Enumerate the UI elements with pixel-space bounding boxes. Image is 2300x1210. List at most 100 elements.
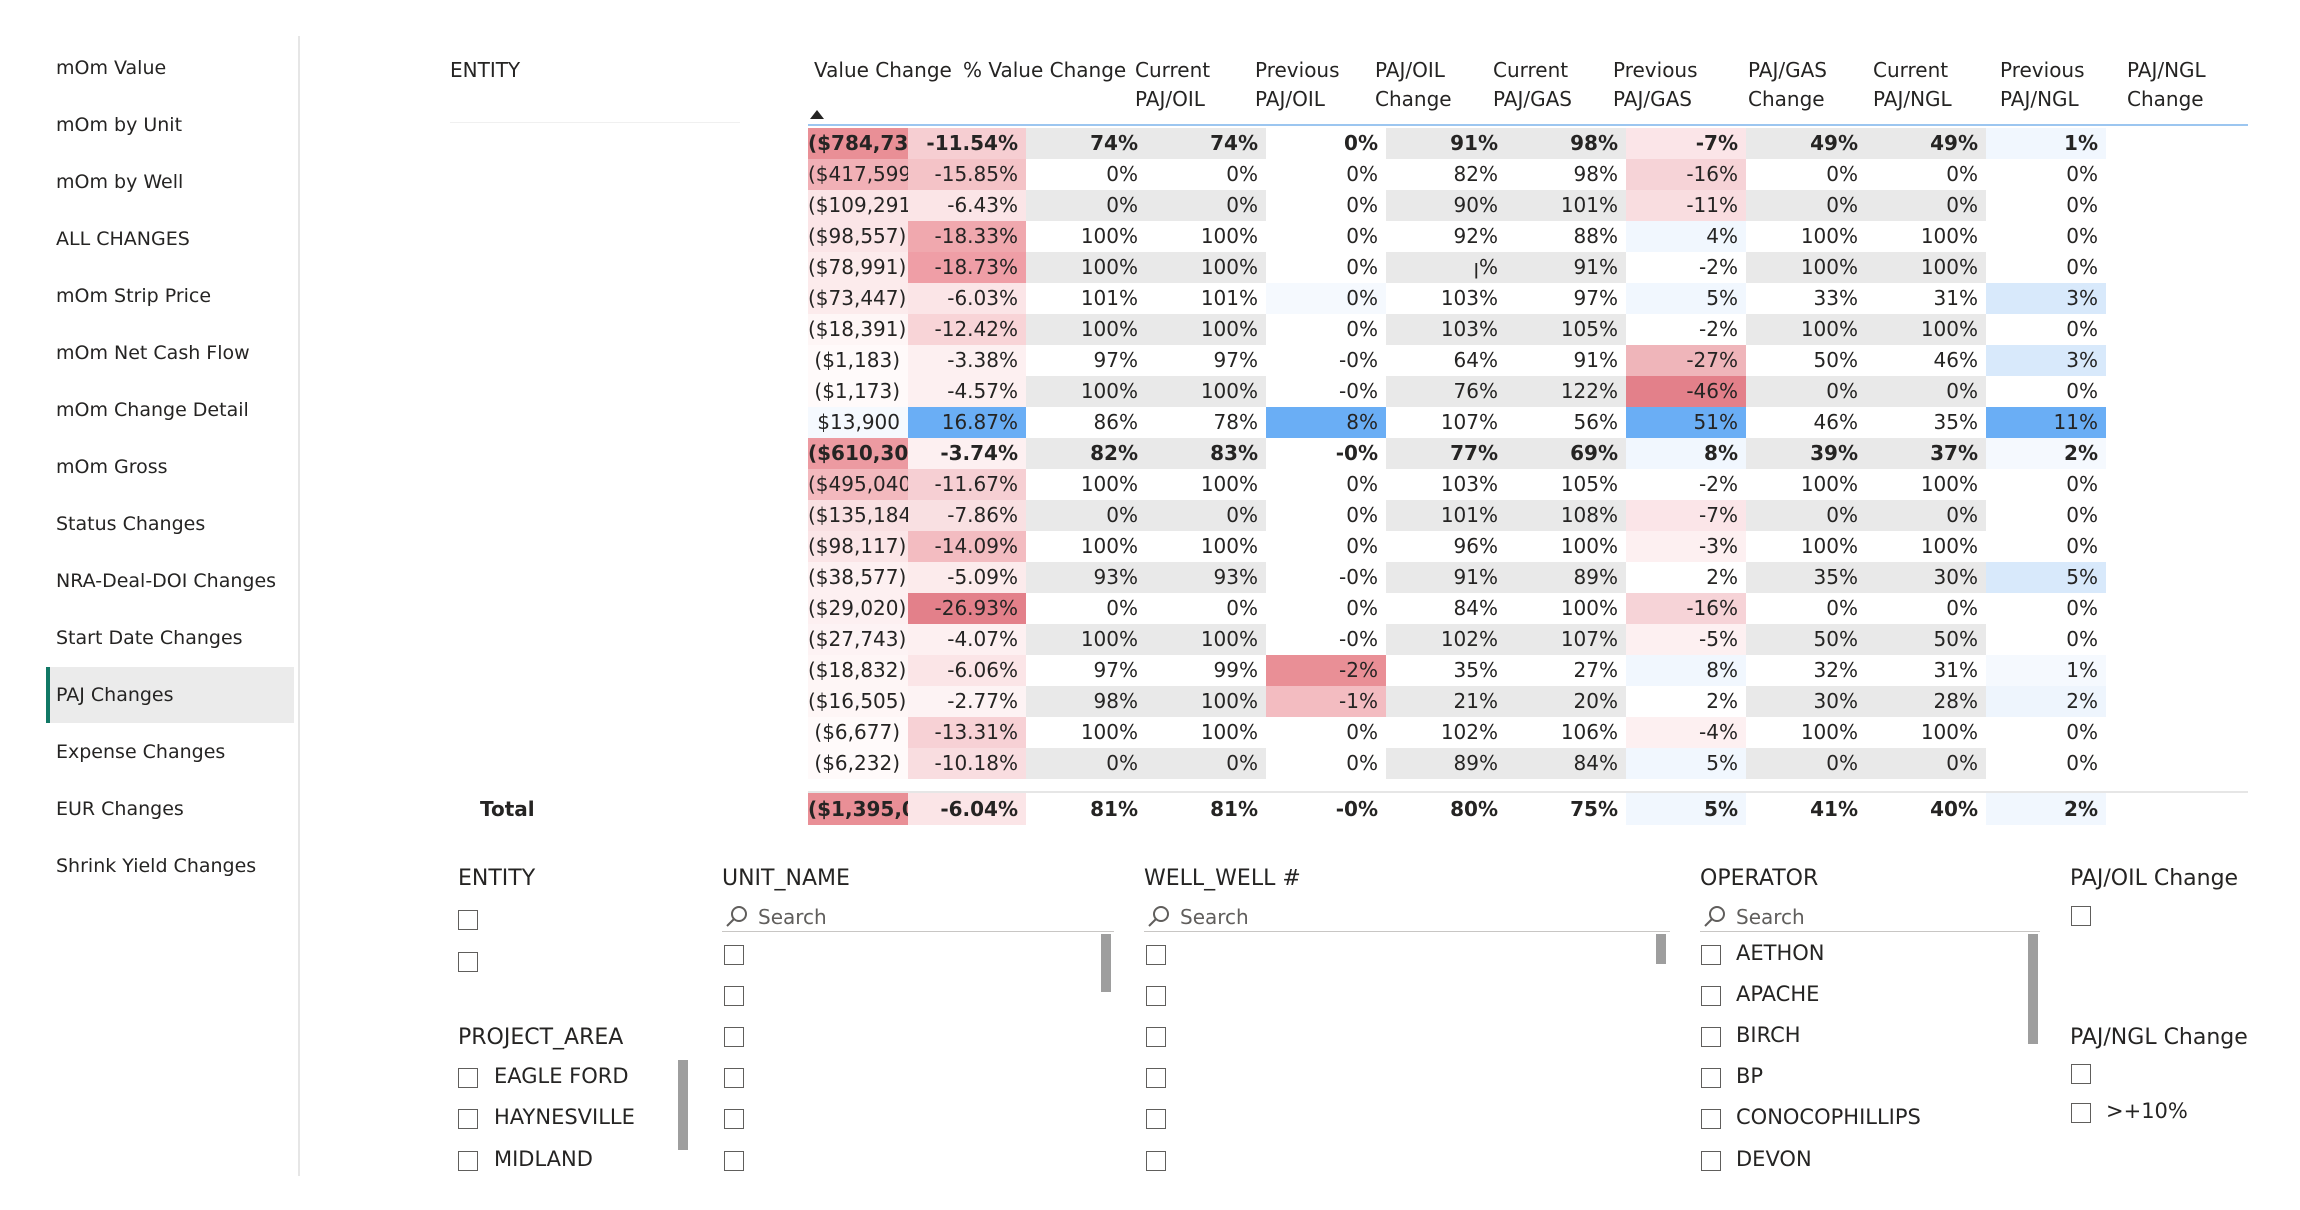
apache-checkbox[interactable] xyxy=(1701,986,1721,1006)
matrix-row[interactable]: ($6,232) -10.18% 0% 0% 0% 89% 84% 5% 0% 0% 0% xyxy=(808,748,2248,779)
column-header-previous-paj-oil[interactable]: Previous PAJ/OIL xyxy=(1255,58,1340,111)
well-option-checkbox[interactable] xyxy=(1146,1068,1166,1088)
column-header-value-change[interactable]: Value Change xyxy=(814,58,952,82)
matrix-row[interactable]: ($98,557) -18.33% 100% 100% 0% 92% 88% 4% 100% 10… xyxy=(808,221,2248,252)
nav-item-start-date-changes[interactable]: Start Date Changes xyxy=(56,627,243,649)
column-header-current-paj-gas[interactable]: Current PAJ/GAS xyxy=(1493,58,1572,111)
cell-previous-paj-ngl: 100% xyxy=(1866,252,1986,283)
eagle-ford-checkbox[interactable] xyxy=(458,1068,478,1088)
matrix-group-row[interactable]: ($610,307)-3.74%82%83%-0%77%69%8%39%37%2… xyxy=(808,438,2248,469)
unit-name-option-checkbox[interactable] xyxy=(724,986,744,1006)
matrix-row[interactable]: ($78,991) -18.73% 100% 100% 0% ꞁ% 91% -2% 100% 10… xyxy=(808,252,2248,283)
column-header-paj-ngl-change[interactable]: PAJ/NGL Change xyxy=(2127,58,2206,111)
nav-item-mom-gross[interactable]: mOm Gross xyxy=(56,456,168,478)
devon-checkbox[interactable] xyxy=(1701,1151,1721,1171)
paj-ngl-gt-10-checkbox[interactable] xyxy=(2071,1103,2091,1123)
aethon-checkbox[interactable] xyxy=(1701,945,1721,965)
cell-paj-oil-change: 0% xyxy=(1266,314,1386,345)
matrix-row[interactable]: ($18,391) -12.42% 100% 100% 0% 103% 105% -2% 100… xyxy=(808,314,2248,345)
matrix-row[interactable]: ($18,832) -6.06% 97% 99% -2% 35% 27% 8% 32% 31% 1% xyxy=(808,655,2248,686)
matrix-row[interactable]: ($27,743) -4.07% 100% 100% -0% 102% 107% -5% 50%… xyxy=(808,624,2248,655)
column-header-current-paj-oil[interactable]: Current PAJ/OIL xyxy=(1135,58,1211,111)
matrix-row[interactable]: ($73,447) -6.03% 101% 101% 0% 103% 97% 5% 33% 31%… xyxy=(808,283,2248,314)
cell-current-paj-ngl: 50% xyxy=(1746,345,1866,376)
matrix-row[interactable]: ($135,184) -7.86% 0% 0% 0% 101% 108% -7% 0% 0% 0% xyxy=(808,500,2248,531)
column-header-entity[interactable]: ENTITY xyxy=(450,58,521,82)
well-option-checkbox[interactable] xyxy=(1146,1027,1166,1047)
cell-pct-value-change: -26.93% xyxy=(908,593,1026,624)
unit-name-option-checkbox[interactable] xyxy=(724,1151,744,1171)
nav-item-mom-by-unit[interactable]: mOm by Unit xyxy=(56,114,183,136)
well-option-checkbox[interactable] xyxy=(1146,1109,1166,1129)
cell-paj-gas-change: -5% xyxy=(1626,624,1746,655)
midland-label[interactable]: MIDLAND xyxy=(494,1147,593,1171)
nav-item-all-changes[interactable]: ALL CHANGES xyxy=(56,228,190,250)
matrix-row[interactable]: ($417,599) -15.85% 0% 0% 0% 82% 98% -16% 0% 0% 0% xyxy=(808,159,2248,190)
unit-name-option-checkbox[interactable] xyxy=(724,1027,744,1047)
entity-option-checkbox[interactable] xyxy=(458,952,478,972)
well-option-checkbox[interactable] xyxy=(1146,945,1166,965)
unit-name-search-input[interactable]: Search xyxy=(722,902,1114,932)
well-option-checkbox[interactable] xyxy=(1146,986,1166,1006)
apache-label[interactable]: APACHE xyxy=(1736,982,1820,1006)
unit-name-option-checkbox[interactable] xyxy=(724,945,744,965)
paj-oil-change-option-checkbox[interactable] xyxy=(2071,906,2091,926)
nav-item-expense-changes[interactable]: Expense Changes xyxy=(56,741,226,763)
matrix-row[interactable]: ($1,173) -4.57% 100% 100% -0% 76% 122% -46% 0% 0%… xyxy=(808,376,2248,407)
unit-name-scrollbar[interactable] xyxy=(1101,934,1111,992)
column-header-paj-gas-change[interactable]: PAJ/GAS Change xyxy=(1748,58,1827,111)
matrix-row[interactable]: ($16,505) -2.77% 98% 100% -1% 21% 20% 2% 30% 28% 2… xyxy=(808,686,2248,717)
operator-scrollbar[interactable] xyxy=(2028,934,2038,1044)
cell-previous-paj-oil: 0% xyxy=(1146,190,1266,221)
nav-item-mom-strip-price[interactable]: mOm Strip Price xyxy=(56,285,212,307)
matrix-row[interactable]: ($29,020) -26.93% 0% 0% 0% 84% 100% -16% 0% 0% 0% xyxy=(808,593,2248,624)
matrix-row[interactable]: ($1,183) -3.38% 97% 97% -0% 64% 91% -27% 50% 46% 3… xyxy=(808,345,2248,376)
aethon-label[interactable]: AETHON xyxy=(1736,941,1825,965)
birch-checkbox[interactable] xyxy=(1701,1027,1721,1047)
matrix-row[interactable]: ($6,677) -13.31% 100% 100% 0% 102% 106% -4% 100%… xyxy=(808,717,2248,748)
well-search-input[interactable]: Search xyxy=(1144,902,1670,932)
nav-item-paj-changes[interactable]: PAJ Changes xyxy=(46,667,294,723)
midland-checkbox[interactable] xyxy=(458,1151,478,1171)
column-header-paj-oil-change[interactable]: PAJ/OIL Change xyxy=(1375,58,1452,111)
nav-item-mom-net-cash-flow[interactable]: mOm Net Cash Flow xyxy=(56,342,250,364)
sort-ascending-icon[interactable] xyxy=(810,110,824,119)
column-header-previous-paj-ngl[interactable]: Previous PAJ/NGL xyxy=(2000,58,2085,111)
bp-label[interactable]: BP xyxy=(1736,1064,1764,1088)
cell-pct-value-change: -6.03% xyxy=(908,283,1026,314)
matrix-group-row[interactable]: ($784,733)-11.54%74%74%0%91%98%-7%49%49%… xyxy=(808,128,2248,159)
column-header-pct-value-change[interactable]: % Value Change xyxy=(963,58,1127,82)
paj-ngl-change-option-checkbox[interactable] xyxy=(2071,1064,2091,1084)
conocophillips-checkbox[interactable] xyxy=(1701,1109,1721,1129)
nav-item-shrink-yield-changes[interactable]: Shrink Yield Changes xyxy=(56,855,257,877)
paj-ngl-gt-10-label[interactable]: >+10% xyxy=(2106,1099,2188,1123)
haynesville-checkbox[interactable] xyxy=(458,1109,478,1129)
nav-item-status-changes[interactable]: Status Changes xyxy=(56,513,206,535)
column-header-previous-paj-gas[interactable]: Previous PAJ/GAS xyxy=(1613,58,1698,111)
well-scrollbar[interactable] xyxy=(1656,934,1666,964)
devon-label[interactable]: DEVON xyxy=(1736,1147,1812,1171)
column-header-current-paj-ngl[interactable]: Current PAJ/NGL xyxy=(1873,58,1952,111)
nav-item-mom-by-well[interactable]: mOm by Well xyxy=(56,171,184,193)
nav-item-mom-change-detail[interactable]: mOm Change Detail xyxy=(56,399,249,421)
project-area-scrollbar[interactable] xyxy=(678,1060,688,1150)
matrix-row[interactable]: ($38,577) -5.09% 93% 93% -0% 91% 89% 2% 35% 30% 5% xyxy=(808,562,2248,593)
nav-item-mom-value[interactable]: mOm Value xyxy=(56,57,167,79)
matrix-row[interactable]: $13,900 16.87% 86% 78% 8% 107% 56% 51% 46% 35% 11% xyxy=(808,407,2248,438)
birch-label[interactable]: BIRCH xyxy=(1736,1023,1801,1047)
entity-option-checkbox[interactable] xyxy=(458,910,478,930)
haynesville-label[interactable]: HAYNESVILLE xyxy=(494,1105,635,1129)
unit-name-option-checkbox[interactable] xyxy=(724,1109,744,1129)
eagle-ford-label[interactable]: EAGLE FORD xyxy=(494,1064,629,1088)
operator-search-input[interactable]: Search xyxy=(1700,902,2040,932)
cell-previous-paj-gas: 106% xyxy=(1506,717,1626,748)
matrix-row[interactable]: ($495,040) -11.67% 100% 100% 0% 103% 105% -2% 10… xyxy=(808,469,2248,500)
nav-item-eur-changes[interactable]: EUR Changes xyxy=(56,798,184,820)
matrix-row[interactable]: ($98,117) -14.09% 100% 100% 0% 96% 100% -3% 100%… xyxy=(808,531,2248,562)
matrix-row[interactable]: ($109,291) -6.43% 0% 0% 0% 90% 101% -11% 0% 0% 0% xyxy=(808,190,2248,221)
unit-name-option-checkbox[interactable] xyxy=(724,1068,744,1088)
nav-item-nra-deal-doi-changes[interactable]: NRA-Deal-DOI Changes xyxy=(56,570,277,592)
conocophillips-label[interactable]: CONOCOPHILLIPS xyxy=(1736,1105,1921,1129)
well-option-checkbox[interactable] xyxy=(1146,1151,1166,1171)
bp-checkbox[interactable] xyxy=(1701,1068,1721,1088)
